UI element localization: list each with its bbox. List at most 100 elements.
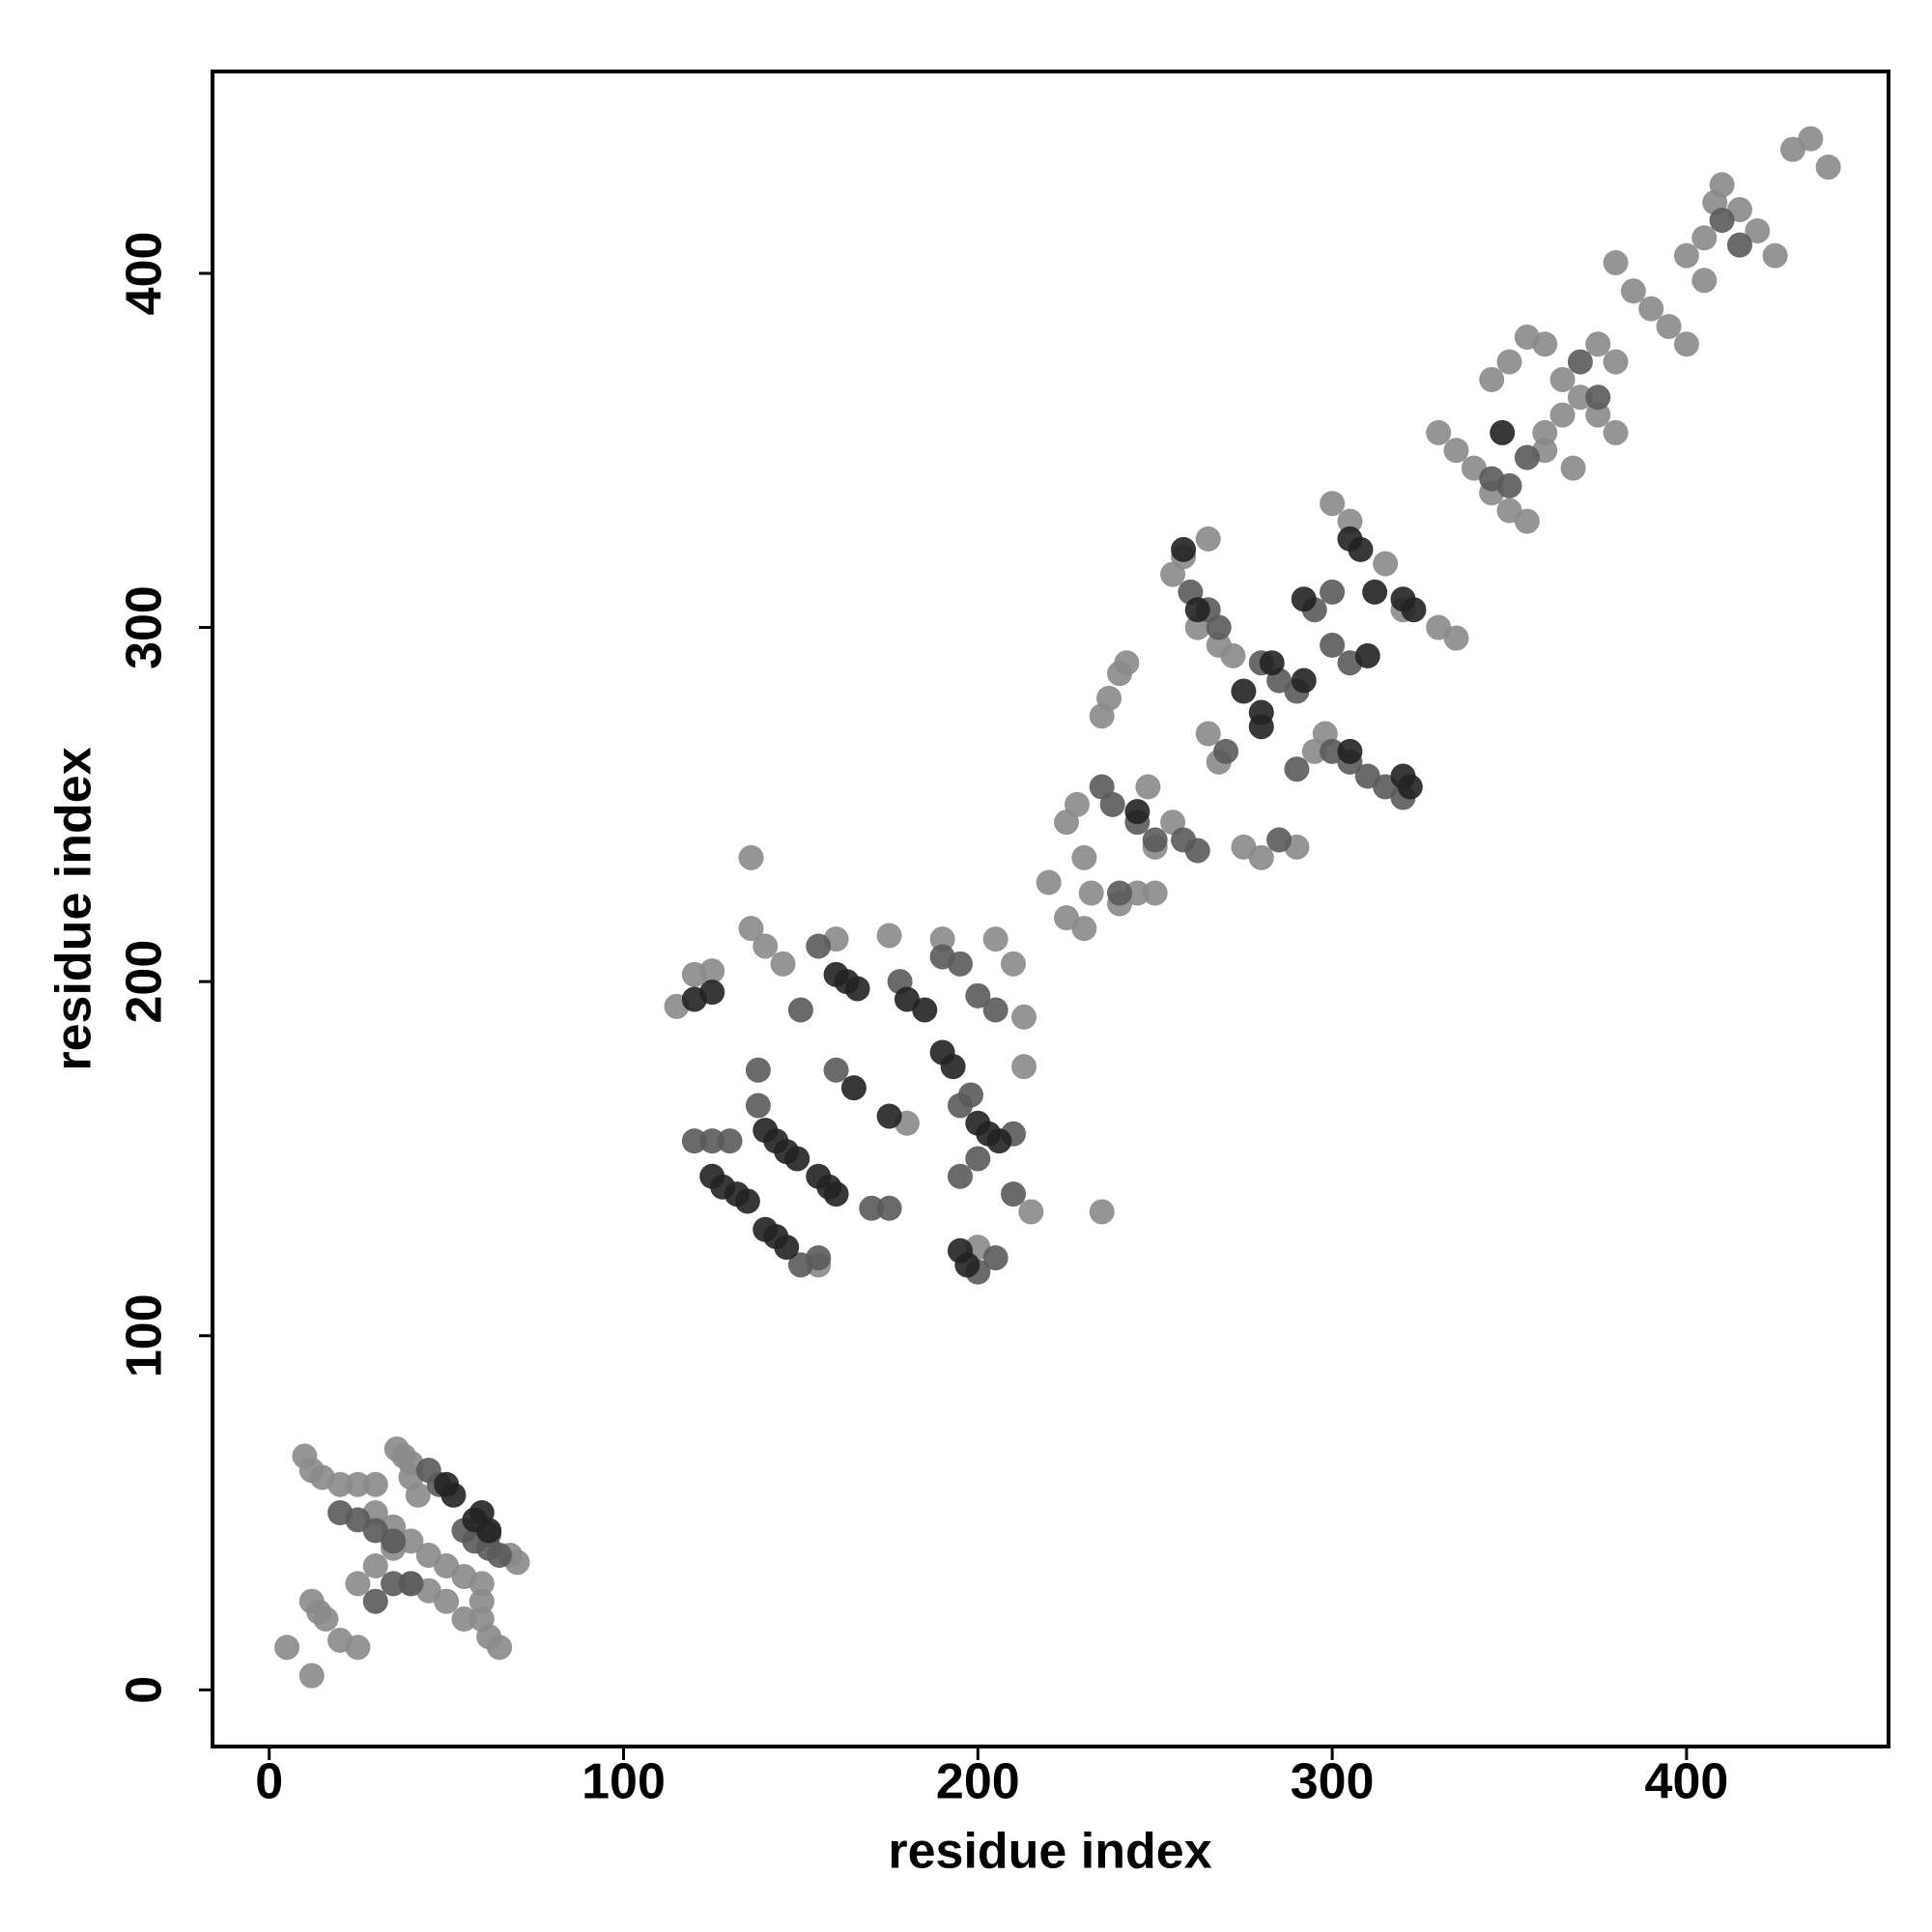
y-axis-title: residue index xyxy=(46,747,102,1070)
point xyxy=(947,951,973,977)
point xyxy=(787,997,813,1023)
point xyxy=(844,976,870,1002)
point xyxy=(345,1471,371,1497)
point xyxy=(806,1245,832,1271)
point xyxy=(699,980,725,1006)
point xyxy=(1443,438,1469,464)
point xyxy=(876,1195,902,1221)
point xyxy=(1000,1181,1026,1208)
point xyxy=(1514,444,1540,470)
point xyxy=(982,997,1009,1023)
point xyxy=(717,1128,743,1154)
point xyxy=(1691,268,1718,294)
point xyxy=(1114,650,1140,676)
point xyxy=(738,916,764,942)
point xyxy=(806,933,832,959)
point xyxy=(381,1571,407,1597)
point xyxy=(1248,714,1274,740)
point xyxy=(1390,763,1416,789)
point xyxy=(1010,1004,1037,1030)
point xyxy=(1426,419,1452,445)
point xyxy=(753,933,779,959)
point xyxy=(1184,838,1210,864)
point xyxy=(1348,536,1374,562)
x-axis-title: residue index xyxy=(888,1824,1211,1880)
point xyxy=(451,1564,477,1590)
point xyxy=(1673,331,1699,357)
point xyxy=(1089,1199,1115,1225)
y-tick-label: 0 xyxy=(117,1676,173,1704)
point xyxy=(1337,508,1363,534)
point xyxy=(982,926,1009,952)
point xyxy=(1078,880,1104,906)
point xyxy=(1514,508,1540,534)
point xyxy=(947,1093,973,1119)
point xyxy=(476,1518,502,1544)
point xyxy=(876,1103,902,1129)
point xyxy=(1373,551,1399,577)
point xyxy=(1010,1054,1037,1080)
point xyxy=(1567,349,1593,375)
y-tick-label: 100 xyxy=(117,1293,173,1378)
point xyxy=(912,997,938,1023)
point xyxy=(1220,642,1246,668)
point xyxy=(1142,880,1168,906)
y-tick-label: 300 xyxy=(117,585,173,669)
point xyxy=(1603,419,1629,445)
point xyxy=(1673,242,1699,269)
x-tick-label: 400 xyxy=(1645,1754,1729,1810)
point xyxy=(1291,586,1317,612)
point xyxy=(1620,278,1646,304)
point xyxy=(345,1634,371,1661)
point xyxy=(1231,678,1257,704)
point xyxy=(1567,384,1593,411)
point xyxy=(1490,419,1516,445)
point xyxy=(1496,472,1522,498)
point xyxy=(1549,366,1576,392)
point xyxy=(327,1471,354,1497)
point xyxy=(1479,366,1505,392)
point xyxy=(1709,172,1735,198)
point xyxy=(1560,455,1586,481)
point xyxy=(1691,225,1718,251)
point xyxy=(965,982,991,1009)
point xyxy=(1184,597,1210,623)
x-tick-label: 100 xyxy=(582,1754,666,1810)
point xyxy=(1532,331,1558,357)
point xyxy=(1036,869,1062,895)
point xyxy=(1726,232,1752,258)
point xyxy=(298,1662,325,1689)
point xyxy=(1745,217,1771,243)
point xyxy=(1603,249,1629,275)
point xyxy=(734,1188,760,1214)
point xyxy=(840,1075,867,1101)
point xyxy=(1443,625,1469,651)
point xyxy=(1638,296,1664,322)
point xyxy=(1762,242,1788,269)
point xyxy=(1124,880,1151,906)
point xyxy=(1206,614,1232,640)
point xyxy=(440,1482,467,1508)
point xyxy=(1362,579,1388,605)
point xyxy=(1071,844,1097,870)
point xyxy=(699,958,725,984)
point xyxy=(770,951,796,977)
point xyxy=(699,1128,725,1154)
point xyxy=(1320,491,1346,517)
point xyxy=(1135,774,1161,800)
plot-frame xyxy=(211,70,1890,1748)
point xyxy=(1709,207,1735,233)
point xyxy=(1107,880,1133,906)
point xyxy=(1798,126,1824,152)
point xyxy=(313,1606,339,1633)
point xyxy=(1656,313,1682,339)
point xyxy=(434,1588,460,1614)
point xyxy=(1142,827,1168,853)
point xyxy=(1099,791,1125,817)
point xyxy=(1171,536,1197,562)
point xyxy=(1248,844,1274,870)
point xyxy=(823,1181,849,1208)
point xyxy=(1354,642,1380,668)
point xyxy=(1259,650,1285,676)
